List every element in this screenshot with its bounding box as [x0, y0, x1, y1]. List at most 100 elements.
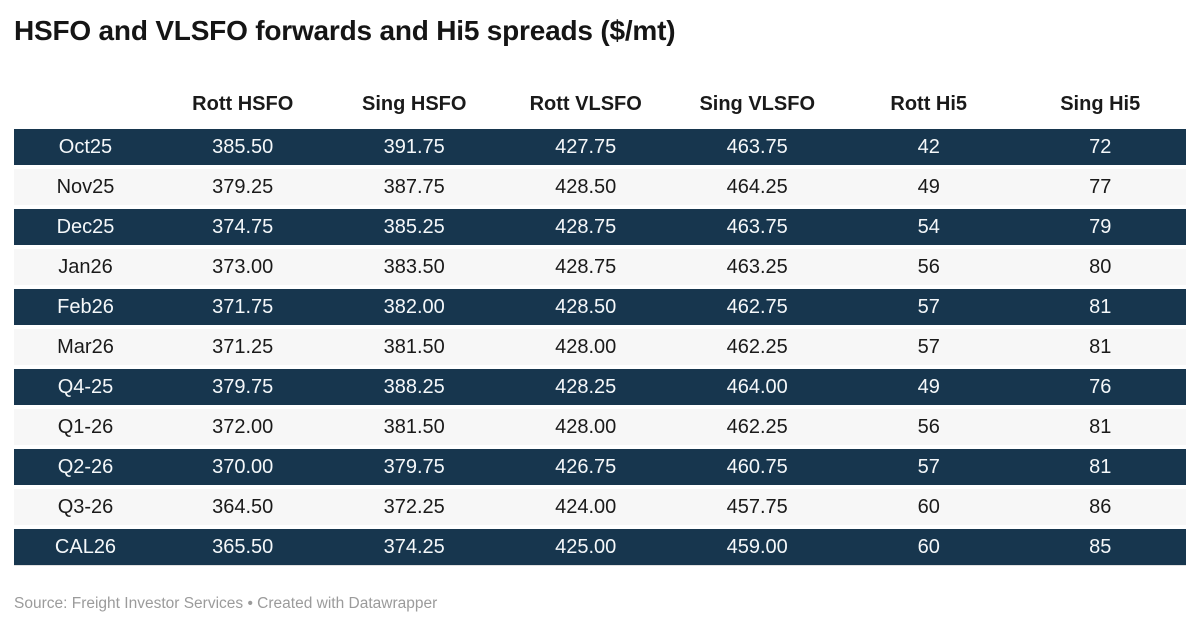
data-cell: 387.75: [328, 169, 500, 209]
row-label-header: [14, 48, 157, 129]
row-label: Mar26: [14, 329, 157, 369]
data-cell: 464.00: [671, 369, 843, 409]
data-cell: 81: [1014, 329, 1186, 369]
row-label: Q1-26: [14, 409, 157, 449]
data-cell: 80: [1014, 249, 1186, 289]
data-cell: 54: [842, 209, 1015, 249]
data-cell: 425.00: [499, 529, 672, 565]
data-cell: 85: [1014, 529, 1186, 565]
data-cell: 462.25: [671, 409, 843, 449]
data-cell: 81: [1014, 449, 1186, 489]
data-cell: 428.50: [499, 169, 672, 209]
table-row: Q2-26 370.00 379.75 426.75 460.75 57 81: [14, 449, 1186, 489]
data-cell: 86: [1014, 489, 1186, 529]
data-cell: 381.50: [328, 409, 500, 449]
row-label: CAL26: [14, 529, 157, 565]
row-label: Dec25: [14, 209, 157, 249]
data-cell: 462.75: [671, 289, 843, 329]
forwards-table: Rott HSFO Sing HSFO Rott VLSFO Sing VLSFO Ro…: [14, 48, 1186, 565]
column-header: Sing Hi5: [1060, 93, 1141, 115]
data-cell: 391.75: [328, 129, 500, 169]
row-label: Oct25: [14, 129, 157, 169]
data-cell: 428.75: [499, 209, 672, 249]
data-cell: 385.25: [328, 209, 500, 249]
data-cell: 57: [842, 289, 1015, 329]
data-cell: 428.50: [499, 289, 672, 329]
data-cell: 428.25: [499, 369, 672, 409]
data-cell: 56: [842, 249, 1015, 289]
data-cell: 428.00: [499, 329, 672, 369]
page-title: HSFO and VLSFO forwards and Hi5 spreads …: [14, 15, 676, 46]
data-cell: 379.25: [156, 169, 329, 209]
data-cell: 76: [1014, 369, 1186, 409]
data-cell: 424.00: [499, 489, 672, 529]
data-cell: 57: [842, 449, 1015, 489]
table-row: Mar26 371.25 381.50 428.00 462.25 57 81: [14, 329, 1186, 369]
row-label: Q2-26: [14, 449, 157, 489]
data-cell: 427.75: [499, 129, 672, 169]
data-cell: 57: [842, 329, 1015, 369]
data-cell: 428.00: [499, 409, 672, 449]
table-row: CAL26 365.50 374.25 425.00 459.00 60 85: [14, 529, 1186, 565]
data-cell: 460.75: [671, 449, 843, 489]
table-row: Q4-25 379.75 388.25 428.25 464.00 49 76: [14, 369, 1186, 409]
data-cell: 81: [1014, 409, 1186, 449]
table-bottom-divider: [14, 565, 1186, 566]
column-header: Sing VLSFO: [699, 93, 815, 115]
source-note: Source: Freight Investor Services • Crea…: [14, 595, 438, 612]
data-cell: 381.50: [328, 329, 500, 369]
row-label: Feb26: [14, 289, 157, 329]
data-cell: 79: [1014, 209, 1186, 249]
data-cell: 60: [842, 489, 1015, 529]
data-cell: 383.50: [328, 249, 500, 289]
table-row: Q3-26 364.50 372.25 424.00 457.75 60 86: [14, 489, 1186, 529]
data-cell: 72: [1014, 129, 1186, 169]
table-row: Feb26 371.75 382.00 428.50 462.75 57 81: [14, 289, 1186, 329]
data-cell: 382.00: [328, 289, 500, 329]
data-cell: 379.75: [328, 449, 500, 489]
table-row: Nov25 379.25 387.75 428.50 464.25 49 77: [14, 169, 1186, 209]
data-cell: 426.75: [499, 449, 672, 489]
data-cell: 457.75: [671, 489, 843, 529]
data-cell: 371.75: [156, 289, 329, 329]
table-header: Rott HSFO Sing HSFO Rott VLSFO Sing VLSFO Ro…: [14, 48, 1186, 129]
table-row: Oct25 385.50 391.75 427.75 463.75 42 72: [14, 129, 1186, 169]
data-cell: 49: [842, 369, 1015, 409]
data-cell: 60: [842, 529, 1015, 565]
data-cell: 372.00: [156, 409, 329, 449]
header-row: Rott HSFO Sing HSFO Rott VLSFO Sing VLSFO Ro…: [14, 48, 1186, 129]
data-cell: 365.50: [156, 529, 329, 565]
data-cell: 388.25: [328, 369, 500, 409]
column-header: Rott Hi5: [890, 93, 968, 115]
data-cell: 364.50: [156, 489, 329, 529]
data-cell: 49: [842, 169, 1015, 209]
column-header: Sing HSFO: [361, 93, 467, 115]
table-row: Q1-26 372.00 381.50 428.00 462.25 56 81: [14, 409, 1186, 449]
row-label: Jan26: [14, 249, 157, 289]
row-label: Q4-25: [14, 369, 157, 409]
data-cell: 463.75: [671, 129, 843, 169]
row-label: Nov25: [14, 169, 157, 209]
data-cell: 77: [1014, 169, 1186, 209]
data-cell: 463.75: [671, 209, 843, 249]
data-cell: 464.25: [671, 169, 843, 209]
row-label: Q3-26: [14, 489, 157, 529]
table-row: Dec25 374.75 385.25 428.75 463.75 54 79: [14, 209, 1186, 249]
data-cell: 56: [842, 409, 1015, 449]
data-cell: 374.25: [328, 529, 500, 565]
data-cell: 459.00: [671, 529, 843, 565]
table-body: Oct25 385.50 391.75 427.75 463.75 42 72 Nov25 37…: [14, 129, 1186, 565]
data-cell: 379.75: [156, 369, 329, 409]
data-cell: 370.00: [156, 449, 329, 489]
column-header: Rott HSFO: [192, 93, 294, 115]
data-cell: 371.25: [156, 329, 329, 369]
data-cell: 372.25: [328, 489, 500, 529]
data-cell: 428.75: [499, 249, 672, 289]
table-row: Jan26 373.00 383.50 428.75 463.25 56 80: [14, 249, 1186, 289]
data-cell: 463.25: [671, 249, 843, 289]
data-cell: 462.25: [671, 329, 843, 369]
data-cell: 374.75: [156, 209, 329, 249]
data-cell: 81: [1014, 289, 1186, 329]
data-cell: 42: [842, 129, 1015, 169]
